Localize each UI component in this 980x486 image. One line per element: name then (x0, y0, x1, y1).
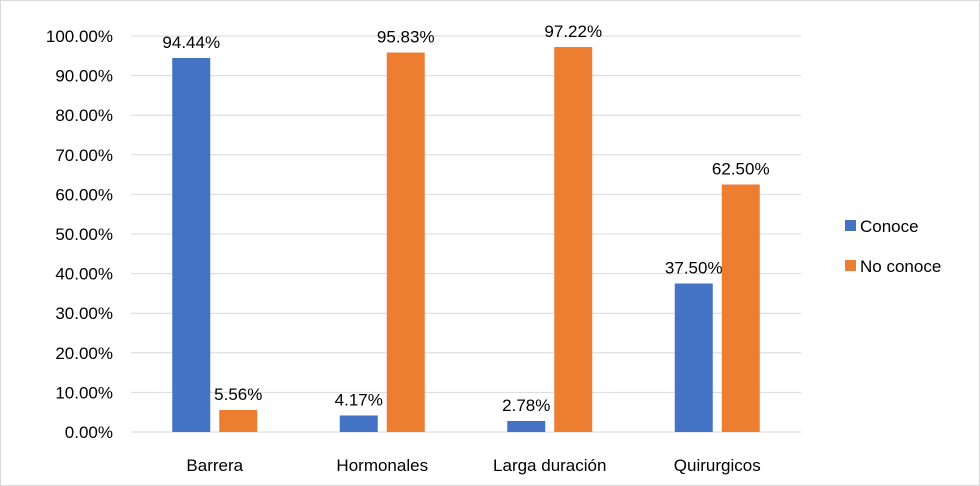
bar (219, 409, 258, 432)
y-tick-label: 100.00% (46, 27, 113, 46)
legend-swatch (845, 260, 856, 271)
y-tick-label: 50.00% (55, 225, 113, 244)
data-label: 95.83% (377, 28, 435, 47)
legend-swatch (845, 220, 856, 231)
data-label: 5.56% (214, 385, 262, 404)
data-label: 2.78% (502, 396, 550, 415)
bar (172, 58, 211, 432)
y-tick-label: 10.00% (55, 383, 113, 402)
y-tick-label: 0.00% (65, 423, 113, 442)
bar (386, 52, 425, 433)
y-tick-label: 80.00% (55, 106, 113, 125)
bar (721, 184, 760, 432)
y-tick-label: 20.00% (55, 344, 113, 363)
bar (507, 420, 546, 432)
y-tick-label: 40.00% (55, 265, 113, 284)
data-label: 94.44% (162, 33, 220, 52)
y-tick-label: 90.00% (55, 67, 113, 86)
bar (554, 47, 593, 433)
legend-label: No conoce (860, 257, 941, 276)
data-label: 97.22% (544, 22, 602, 41)
data-label: 4.17% (335, 390, 383, 409)
y-tick-label: 60.00% (55, 185, 113, 204)
x-tick-label: Barrera (186, 456, 243, 475)
y-tick-label: 70.00% (55, 146, 113, 165)
x-tick-label: Hormonales (336, 456, 428, 475)
bar (674, 283, 713, 432)
bar (339, 415, 378, 432)
x-tick-label: Larga duración (493, 456, 606, 475)
y-tick-label: 30.00% (55, 304, 113, 323)
x-tick-label: Quirurgicos (674, 456, 761, 475)
data-label: 37.50% (665, 259, 723, 278)
legend-label: Conoce (860, 217, 919, 236)
data-label: 62.50% (712, 160, 770, 179)
